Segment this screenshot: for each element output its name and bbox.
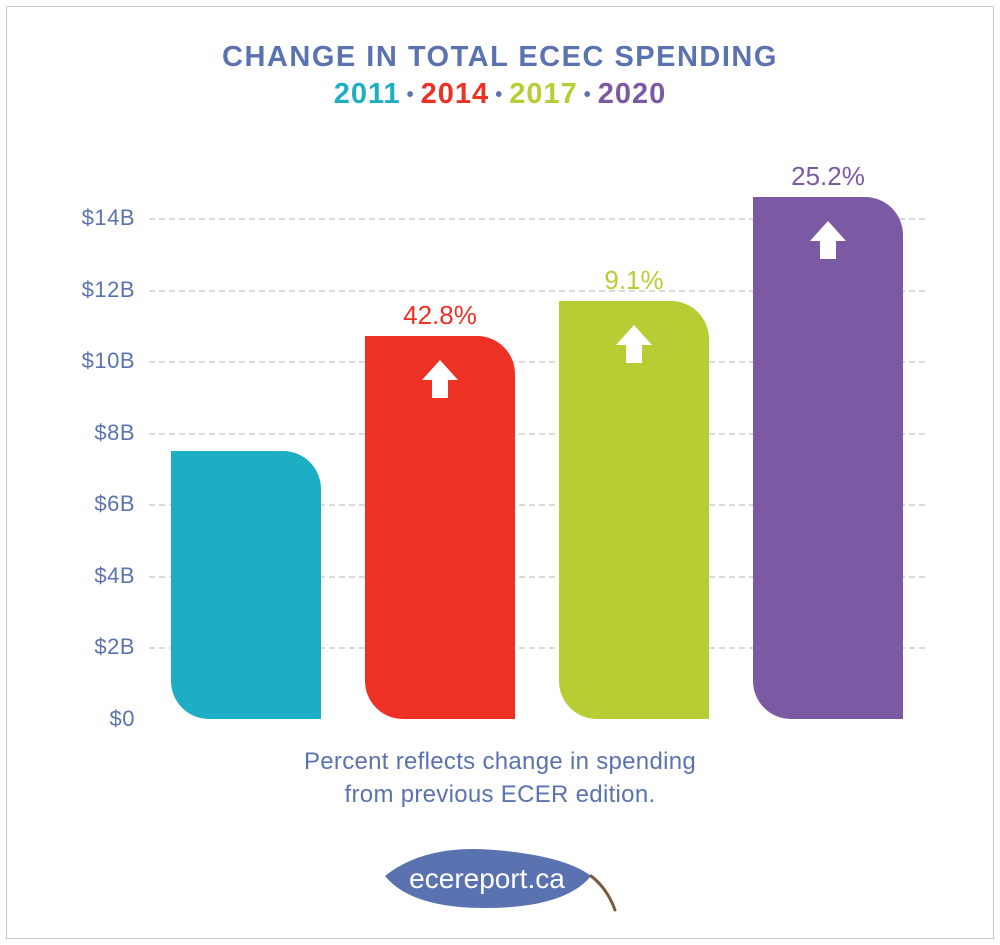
y-tick-label: $8B [57, 420, 135, 446]
year-legend: 2011•2014•2017•2020 [47, 78, 953, 111]
bar-percent-label: 25.2% [791, 161, 865, 192]
bar: 25.2% [753, 197, 903, 719]
legend-year: 2011 [334, 78, 401, 110]
legend-separator: • [489, 84, 509, 106]
chart-area: $0$2B$4B$6B$8B$10B$12B$14B 42.8%9.1%25.2… [57, 147, 925, 719]
up-arrow-icon [414, 352, 466, 404]
up-arrow-icon [608, 317, 660, 369]
leaf-logo-icon: ecereport.ca [365, 838, 635, 918]
y-axis: $0$2B$4B$6B$8B$10B$12B$14B [57, 147, 149, 719]
bar-percent-label: 42.8% [403, 300, 477, 331]
caption-line-1: Percent reflects change in spending [304, 748, 696, 775]
bar-slot: 25.2% [731, 147, 925, 719]
chart-frame: CHANGE IN TOTAL ECEC SPENDING 2011•2014•… [6, 6, 994, 939]
legend-separator: • [578, 84, 598, 106]
y-tick-label: $6B [57, 491, 135, 517]
legend-year: 2014 [421, 78, 490, 110]
bar-slot [149, 147, 343, 719]
y-tick-label: $0 [57, 706, 135, 732]
logo-area: ecereport.ca [47, 838, 953, 918]
legend-separator: • [401, 84, 421, 106]
y-tick-label: $2B [57, 634, 135, 660]
bar-percent-label: 9.1% [604, 265, 663, 296]
up-arrow-icon [802, 213, 854, 265]
y-tick-label: $12B [57, 277, 135, 303]
y-tick-label: $14B [57, 205, 135, 231]
bar: 9.1% [559, 301, 709, 719]
bar-slot: 9.1% [537, 147, 731, 719]
logo-text: ecereport.ca [409, 863, 565, 894]
chart-title: CHANGE IN TOTAL ECEC SPENDING [47, 41, 953, 74]
bars-container: 42.8% 9.1% 25.2% [149, 147, 925, 719]
bar-slot: 42.8% [343, 147, 537, 719]
bar: 42.8% [365, 336, 515, 718]
bar [171, 451, 321, 719]
y-tick-label: $4B [57, 563, 135, 589]
legend-year: 2020 [598, 78, 667, 110]
y-tick-label: $10B [57, 348, 135, 374]
chart-caption: Percent reflects change in spending from… [47, 745, 953, 812]
legend-year: 2017 [509, 78, 578, 110]
caption-line-2: from previous ECER edition. [345, 781, 656, 808]
